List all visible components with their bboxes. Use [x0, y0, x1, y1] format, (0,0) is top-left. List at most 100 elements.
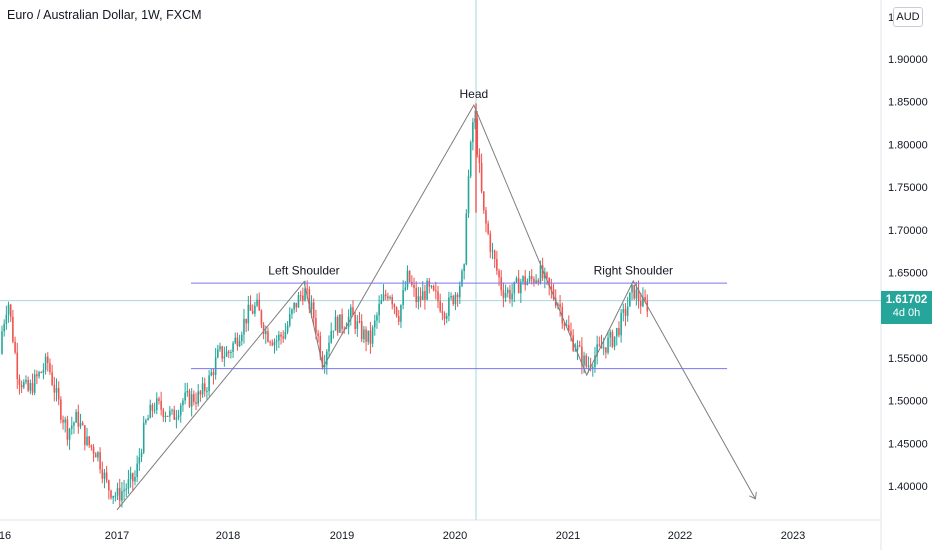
- candle-up: [576, 345, 579, 351]
- candle-up: [339, 314, 341, 333]
- candle-up: [350, 307, 352, 317]
- candle-up: [565, 324, 568, 326]
- candle-up: [382, 294, 385, 301]
- candle-up: [491, 250, 494, 252]
- candle-down: [424, 291, 426, 300]
- candle-up: [175, 417, 178, 420]
- candle-up: [539, 265, 542, 283]
- annotation-right-shoulder: Right Shoulder: [594, 264, 673, 278]
- candle-up: [3, 323, 5, 332]
- candle-down: [480, 162, 483, 192]
- candle-down: [568, 324, 570, 332]
- candle-up: [472, 122, 474, 143]
- candle-up: [378, 303, 380, 316]
- candle-down: [308, 289, 311, 310]
- candle-up: [583, 355, 585, 366]
- candle-down: [360, 321, 363, 340]
- chart-title: Euro / Australian Dollar, 1W, FXCM: [7, 8, 202, 22]
- candle-down: [598, 344, 601, 346]
- candle-down: [637, 289, 640, 302]
- candle-down: [280, 334, 282, 337]
- candle-up: [1, 331, 3, 354]
- candle-up: [363, 329, 365, 340]
- candle-down: [397, 316, 400, 322]
- candle-up: [417, 296, 420, 303]
- candle-up: [190, 394, 193, 407]
- candle-down: [530, 276, 533, 279]
- candle-down: [343, 328, 346, 330]
- candle-down: [267, 331, 269, 342]
- candle-up: [284, 331, 287, 339]
- candle-up: [522, 276, 524, 282]
- candle-down: [160, 400, 162, 410]
- candle-down: [384, 294, 387, 297]
- candle-down: [441, 311, 444, 314]
- candle-down: [12, 316, 14, 342]
- x-tick-label: 2022: [668, 530, 692, 542]
- candle-down: [500, 277, 503, 291]
- candle-up: [450, 296, 452, 298]
- candle-up: [254, 305, 256, 314]
- candle-down: [415, 287, 417, 303]
- candle-down: [487, 223, 489, 234]
- candle-up: [55, 387, 58, 393]
- y-tick-label: 1.75000: [888, 182, 928, 194]
- candle-up: [629, 292, 631, 307]
- candle-up: [138, 457, 141, 464]
- currency-button[interactable]: AUD: [893, 7, 923, 27]
- candle-down: [262, 324, 265, 335]
- candle-up: [278, 334, 280, 341]
- candle-up: [448, 297, 450, 317]
- candle-down: [269, 341, 271, 343]
- candle-up: [125, 488, 128, 490]
- candle-up: [535, 280, 537, 283]
- candle-up: [463, 264, 465, 271]
- last-price-tag: 1.61702 4d 0h: [881, 291, 932, 324]
- candle-down: [502, 290, 505, 298]
- candle-down: [387, 296, 389, 299]
- candle-down: [485, 210, 487, 224]
- y-tick-label: 1.40000: [888, 481, 928, 493]
- y-tick-label: 1.85000: [888, 97, 928, 109]
- candle-down: [559, 304, 561, 307]
- candle-up: [615, 328, 618, 337]
- candle-down: [336, 316, 339, 333]
- candle-up: [404, 287, 407, 290]
- candle-up: [42, 370, 45, 373]
- candle-up: [402, 289, 404, 306]
- candle-up: [230, 352, 232, 354]
- candle-up: [426, 280, 428, 300]
- candle-down: [452, 296, 455, 305]
- candle-down: [524, 276, 526, 285]
- candle-down: [199, 391, 202, 395]
- candle-down: [408, 270, 411, 282]
- candle-down: [57, 387, 60, 400]
- candle-down: [369, 330, 372, 344]
- candle-down: [81, 422, 84, 426]
- candle-down: [581, 346, 583, 366]
- x-tick-label: 2021: [556, 530, 580, 542]
- candle-down: [317, 333, 319, 337]
- candle-down: [585, 355, 588, 367]
- candle-down: [299, 295, 302, 297]
- candle-down: [432, 285, 435, 291]
- candle-up: [206, 391, 208, 393]
- y-tick-label: 1.70000: [888, 225, 928, 237]
- candle-down: [517, 278, 520, 294]
- candle-down: [537, 280, 540, 283]
- candle-up: [129, 473, 132, 480]
- candle-down: [110, 490, 112, 498]
- candle-down: [550, 286, 553, 290]
- candle-up: [177, 415, 180, 418]
- candle-up: [234, 337, 237, 344]
- candle-down: [358, 321, 361, 323]
- candle-down: [227, 351, 230, 354]
- candle-up: [465, 213, 468, 265]
- candle-down: [271, 342, 274, 346]
- candle-down: [193, 394, 195, 403]
- candle-up: [68, 428, 71, 440]
- y-tick-label: 1.55000: [888, 353, 928, 365]
- candle-down: [391, 297, 394, 305]
- candle-up: [474, 118, 476, 123]
